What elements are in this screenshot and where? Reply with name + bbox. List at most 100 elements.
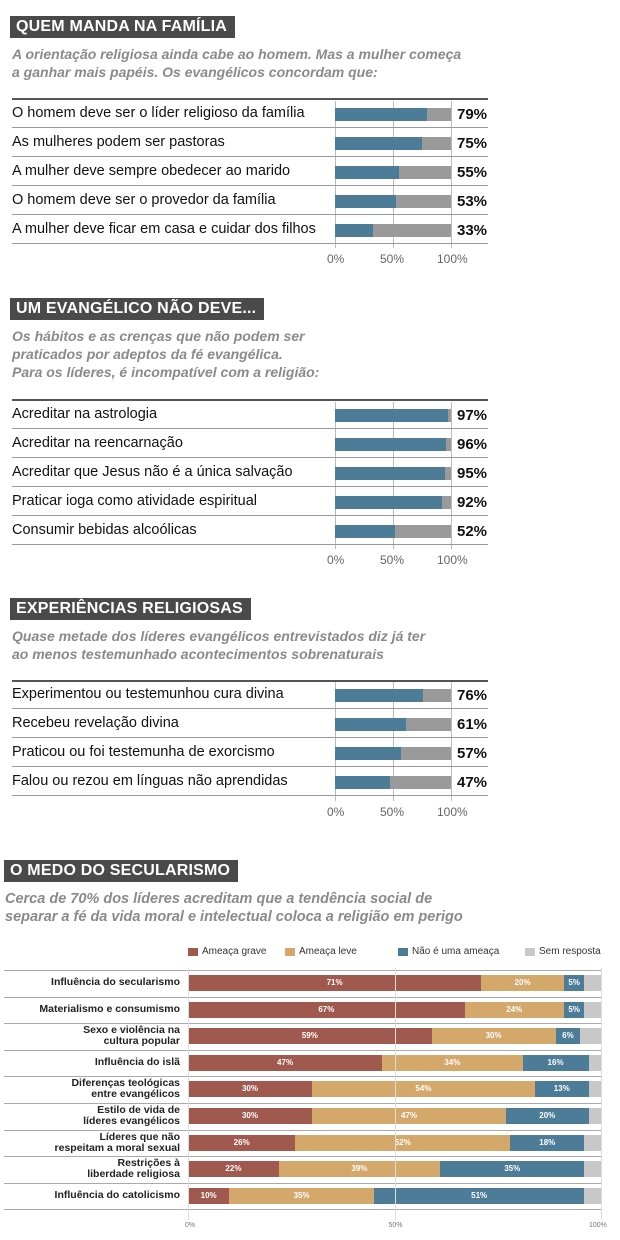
stacked-segment: 35%	[229, 1187, 374, 1204]
value-label: 47%	[457, 774, 488, 791]
stacked-segment: 59%	[188, 1028, 432, 1045]
stacked-segment: 22%	[188, 1161, 279, 1178]
axis-gridline	[393, 682, 394, 801]
stacked-segment	[580, 1028, 601, 1045]
bar-remainder	[395, 525, 451, 538]
bar-remainder	[446, 438, 451, 451]
row-divider	[12, 428, 488, 429]
bar-remainder	[373, 224, 451, 237]
section-title-secularism: O MEDO DO SECULARISMO	[4, 860, 239, 882]
row-divider	[4, 1209, 602, 1211]
bar-value	[335, 496, 442, 509]
value-label: 95%	[457, 465, 488, 482]
axis-tick-label: 100%	[437, 553, 468, 567]
row-divider	[4, 1076, 602, 1078]
row-divider	[12, 795, 488, 796]
axis-tick-label: 100%	[437, 805, 468, 819]
axis-tick-label: 100%	[589, 1222, 607, 1229]
stacked-segment: 26%	[188, 1134, 296, 1151]
row-label: Acreditar na astrologia	[12, 406, 158, 422]
section-subtitle-line1: Os hábitos e as crenças que não podem se…	[12, 328, 305, 344]
stacked-segment: 34%	[382, 1054, 523, 1071]
bar-remainder	[422, 137, 451, 150]
bar-value	[335, 776, 390, 789]
axis-tick-label: 50%	[380, 252, 405, 266]
bar-remainder	[447, 409, 451, 422]
section-subtitle-line3: Para os líderes, é incompatível com a re…	[12, 364, 320, 380]
row-label: Influência do catolicismo	[54, 1188, 180, 1201]
stacked-segment: 35%	[439, 1161, 585, 1178]
row-divider	[12, 737, 488, 738]
legend-swatch	[525, 948, 535, 956]
value-label: 53%	[457, 193, 488, 210]
bar-value	[335, 409, 448, 422]
row-label: Influência do secularismo	[51, 976, 180, 988]
bar-remainder	[445, 467, 451, 480]
row-label: Falou ou rezou em línguas não aprendidas	[12, 773, 288, 789]
bar-value	[335, 195, 397, 208]
stacked-segment	[588, 1108, 601, 1124]
section-title-experiences: EXPERIÊNCIAS RELIGIOSAS	[10, 598, 251, 620]
row-divider	[4, 1182, 602, 1184]
bar-value	[335, 108, 427, 121]
row-divider	[12, 127, 488, 128]
axis-gridline	[188, 968, 189, 1220]
section-rule	[12, 680, 488, 682]
axis-gridline	[394, 968, 396, 1220]
stacked-segment: 6%	[555, 1028, 581, 1045]
axis-gridline	[451, 101, 452, 248]
value-label: 96%	[457, 436, 488, 453]
value-label: 76%	[457, 687, 488, 704]
bar-value	[335, 438, 447, 451]
stacked-segment	[584, 1134, 601, 1151]
row-label: A mulher deve ficar em casa e cuidar dos…	[12, 221, 316, 237]
section-rule	[12, 399, 488, 401]
stacked-segment: 47%	[311, 1108, 506, 1124]
row-divider	[12, 156, 488, 157]
row-label: Praticou ou foi testemunha de exorcismo	[12, 744, 275, 760]
axis-tick-label: 0%	[185, 1222, 196, 1229]
stacked-segment: 67%	[188, 1001, 465, 1018]
stacked-segment: 71%	[188, 975, 482, 991]
axis-gridline	[335, 682, 336, 801]
stacked-segment: 51%	[373, 1187, 585, 1204]
bar-value	[335, 467, 446, 480]
axis-tick-label: 100%	[437, 252, 468, 266]
legend-label: Ameaça leve	[299, 946, 357, 957]
bar-remainder	[396, 195, 451, 208]
bar-remainder	[426, 108, 451, 121]
value-label: 52%	[457, 523, 488, 540]
section-rule	[12, 98, 488, 100]
bar-remainder	[423, 689, 451, 702]
stacked-segment	[584, 1001, 601, 1018]
bar-value	[335, 224, 374, 237]
section-title-family: QUEM MANDA NA FAMÍLIA	[10, 16, 235, 38]
stacked-segment: 20%	[506, 1108, 589, 1124]
row-label: Restrições à liberdade religiosa	[87, 1157, 180, 1181]
row-label: Acreditar na reencarnação	[12, 435, 183, 451]
row-label: As mulheres podem ser pastoras	[12, 134, 225, 150]
row-divider	[12, 486, 488, 487]
stacked-segment: 39%	[278, 1161, 440, 1178]
row-divider	[12, 708, 488, 709]
bar-value	[335, 718, 406, 731]
stacked-segment: 24%	[464, 1001, 564, 1018]
stacked-segment	[584, 1187, 601, 1204]
section-subtitle-line1: Quase metade dos líderes evangélicos ent…	[12, 628, 426, 644]
axis-tick-label: 50%	[388, 1222, 403, 1229]
section-subtitle-line2: separar a fé da vida moral e intelectual…	[5, 909, 463, 925]
row-label: O homem deve ser o provedor da família	[12, 192, 276, 208]
row-divider	[4, 1129, 602, 1131]
axis-tick-label: 0%	[327, 805, 345, 819]
bar-remainder	[405, 718, 451, 731]
axis-tick-label: 0%	[327, 553, 345, 567]
legend-swatch	[188, 948, 198, 956]
row-divider	[12, 214, 488, 215]
stacked-segment: 10%	[188, 1187, 230, 1204]
legend-label: Ameaça grave	[202, 946, 267, 957]
row-label: Materialismo e consumismo	[39, 1002, 180, 1015]
value-label: 55%	[457, 164, 488, 181]
stacked-segment: 47%	[188, 1054, 383, 1071]
row-label: Influência do islã	[94, 1055, 180, 1068]
value-label: 79%	[457, 106, 488, 123]
